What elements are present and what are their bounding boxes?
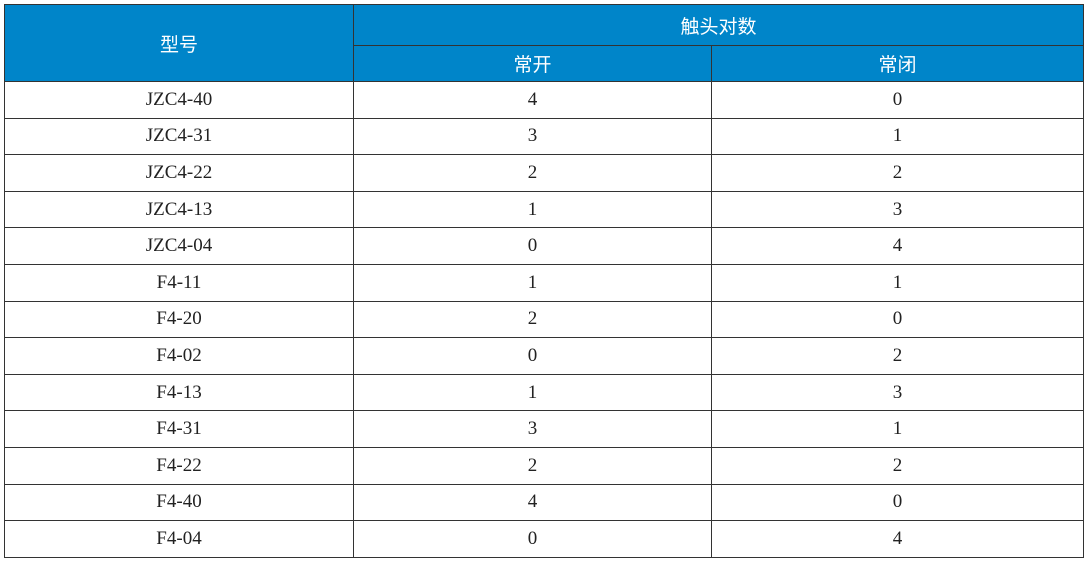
model-cell: F4-04 — [4, 520, 354, 558]
header-normally-closed: 常闭 — [711, 45, 1084, 82]
header-contacts: 触头对数 — [353, 4, 1084, 46]
normally-closed-cell: 1 — [711, 117, 1084, 156]
table-row: F4-02 0 2 — [4, 337, 1084, 375]
normally-open-cell: 3 — [353, 410, 712, 448]
table-row: JZC4-04 0 4 — [4, 227, 1084, 265]
contact-table: 型号 触头对数 常开 常闭 JZC4-40 4 0 JZC4-31 3 1 JZC4-22 2… — [4, 4, 1084, 558]
normally-open-cell: 0 — [353, 337, 712, 375]
normally-open-cell: 0 — [353, 520, 712, 558]
normally-closed-cell: 0 — [711, 483, 1084, 522]
model-cell: JZC4-22 — [4, 154, 354, 192]
normally-open-cell: 2 — [353, 154, 712, 192]
normally-closed-cell: 2 — [711, 446, 1084, 485]
model-cell: F4-13 — [4, 373, 354, 412]
model-cell: F4-11 — [4, 263, 354, 302]
table-row: F4-31 3 1 — [4, 410, 1084, 448]
normally-open-cell: 4 — [353, 483, 712, 522]
model-cell: F4-31 — [4, 410, 354, 448]
table-row: F4-13 1 3 — [4, 373, 1084, 412]
normally-open-cell: 0 — [353, 227, 712, 265]
model-cell: F4-02 — [4, 337, 354, 375]
normally-closed-cell: 4 — [711, 520, 1084, 558]
model-cell: JZC4-04 — [4, 227, 354, 265]
table-row: F4-22 2 2 — [4, 446, 1084, 485]
normally-open-cell: 4 — [353, 81, 712, 119]
model-cell: JZC4-31 — [4, 117, 354, 156]
normally-closed-cell: 2 — [711, 337, 1084, 375]
table-row: JZC4-13 1 3 — [4, 190, 1084, 229]
normally-closed-cell: 3 — [711, 373, 1084, 412]
normally-closed-cell: 0 — [711, 81, 1084, 119]
normally-open-cell: 1 — [353, 190, 712, 229]
table-row: F4-40 4 0 — [4, 483, 1084, 522]
table-row: F4-20 2 0 — [4, 300, 1084, 339]
table-row: JZC4-22 2 2 — [4, 154, 1084, 192]
normally-open-cell: 2 — [353, 446, 712, 485]
normally-open-cell: 3 — [353, 117, 712, 156]
normally-closed-cell: 2 — [711, 154, 1084, 192]
model-cell: F4-40 — [4, 483, 354, 522]
normally-closed-cell: 3 — [711, 190, 1084, 229]
normally-closed-cell: 1 — [711, 410, 1084, 448]
normally-closed-cell: 4 — [711, 227, 1084, 265]
table-row: F4-11 1 1 — [4, 263, 1084, 302]
header-normally-open: 常开 — [353, 45, 712, 82]
table-row: JZC4-31 3 1 — [4, 117, 1084, 156]
header-model: 型号 — [4, 4, 354, 82]
model-cell: JZC4-13 — [4, 190, 354, 229]
normally-open-cell: 1 — [353, 373, 712, 412]
table-row: F4-04 0 4 — [4, 520, 1084, 558]
model-cell: F4-22 — [4, 446, 354, 485]
model-cell: JZC4-40 — [4, 81, 354, 119]
normally-open-cell: 2 — [353, 300, 712, 339]
normally-closed-cell: 0 — [711, 300, 1084, 339]
table-row: JZC4-40 4 0 — [4, 81, 1084, 119]
model-cell: F4-20 — [4, 300, 354, 339]
normally-open-cell: 1 — [353, 263, 712, 302]
normally-closed-cell: 1 — [711, 263, 1084, 302]
